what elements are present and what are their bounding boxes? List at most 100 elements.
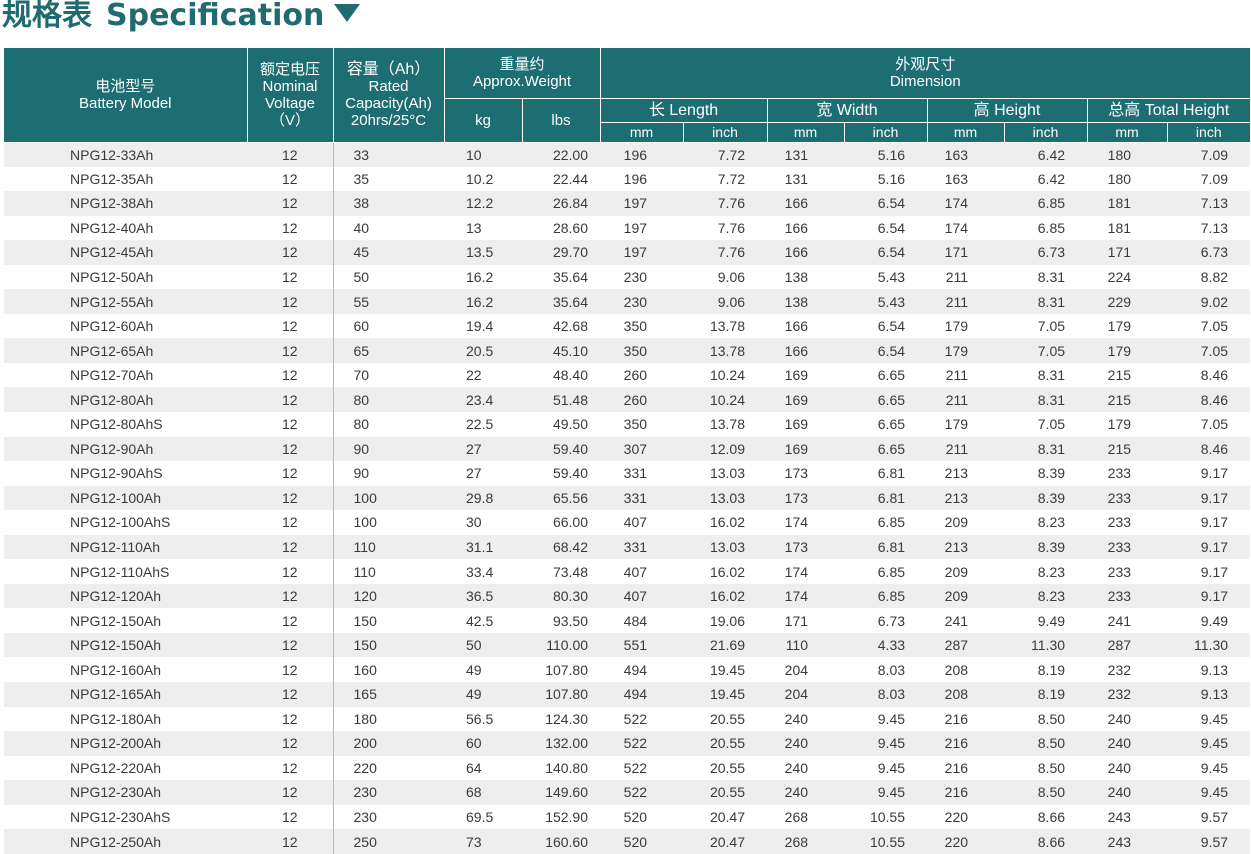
header-height-mm: mm [926,121,1005,143]
cell-kg: 49 [444,682,522,707]
cell-width-inch: 10.55 [844,804,928,830]
cell-total-mm: 229 [1087,289,1168,314]
cell-height-inch: 8.66 [1004,804,1088,830]
cell-kg: 16.2 [444,264,522,290]
cell-total-inch: 9.17 [1167,461,1251,486]
cell-kg: 64 [444,755,522,781]
cell-length-inch: 9.06 [683,289,768,314]
cell-height-inch: 8.39 [1004,534,1088,560]
cell-total-inch: 6.73 [1167,240,1251,265]
cell-total-inch: 11.30 [1167,632,1251,658]
triangle-down-icon [334,3,361,22]
cell-model: NPG12-45Ah [4,240,247,265]
cell-width-inch: 9.45 [844,706,928,732]
table-row: NPG12-33Ah 12 33 10 22.00 196 7.72 131 5.16 163 6.… [4,142,1251,167]
cell-model: NPG12-100AhS [4,510,247,535]
cell-lbs: 80.30 [522,583,601,609]
header-kg: kg [443,97,523,143]
cell-height-mm: 209 [927,559,1005,584]
cell-width-inch: 6.54 [844,313,928,339]
cell-capacity: 60 [333,313,444,339]
header-model: 电池型号 Battery Model [4,48,248,143]
cell-height-mm: 220 [927,829,1005,854]
cell-length-inch: 19.45 [683,657,768,683]
cell-lbs: 73.48 [522,559,601,584]
cell-total-mm: 240 [1087,706,1168,732]
cell-total-inch: 8.82 [1167,264,1251,290]
cell-model: NPG12-90Ah [4,436,247,462]
cell-width-mm: 166 [767,338,845,363]
cell-length-inch: 7.72 [683,166,768,192]
cell-height-mm: 174 [927,215,1005,241]
cell-length-mm: 197 [600,240,684,265]
cell-voltage: 12 [247,534,334,560]
cell-length-mm: 197 [600,191,684,216]
cell-model: NPG12-100Ah [4,485,247,511]
cell-total-mm: 240 [1087,731,1168,756]
cell-width-inch: 5.16 [844,166,928,192]
cell-height-mm: 241 [927,608,1005,633]
cell-width-mm: 169 [767,362,845,388]
cell-lbs: 49.50 [522,412,601,437]
cell-kg: 12.2 [444,191,522,216]
cell-width-mm: 204 [767,657,845,683]
table-row: NPG12-90AhS 12 90 27 59.40 331 13.03 173 6.81 213… [4,461,1251,486]
cell-capacity: 40 [333,215,444,241]
cell-length-inch: 16.02 [683,559,768,584]
cell-voltage: 12 [247,436,334,462]
table-row: NPG12-80Ah 12 80 23.4 51.48 260 10.24 169 6.65 21… [4,387,1251,413]
cell-kg: 42.5 [444,608,522,633]
cell-kg: 49 [444,657,522,683]
cell-total-mm: 240 [1087,755,1168,781]
cell-total-inch: 9.02 [1167,289,1251,314]
header-capacity-en3: 20hrs/25°C [350,111,427,129]
cell-capacity: 200 [333,731,444,756]
cell-length-mm: 350 [600,338,684,363]
header-capacity: 容量（Ah） Rated Capacity(Ah) 20hrs/25°C [332,48,445,143]
cell-model: NPG12-220Ah [4,755,247,781]
cell-width-inch: 9.45 [844,780,928,805]
cell-width-inch: 5.43 [844,289,928,314]
cell-width-mm: 240 [767,731,845,756]
cell-length-mm: 407 [600,510,684,535]
cell-length-inch: 16.02 [683,583,768,609]
cell-voltage: 12 [247,583,334,609]
cell-lbs: 107.80 [522,682,601,707]
header-capacity-zh: 容量（Ah） [346,60,431,78]
cell-width-inch: 6.65 [844,362,928,388]
cell-voltage: 12 [247,264,334,290]
cell-total-mm: 180 [1087,166,1168,192]
header-voltage-en: Nominal Voltage [262,77,318,112]
cell-model: NPG12-80Ah [4,387,247,413]
cell-lbs: 107.80 [522,657,601,683]
cell-model: NPG12-60Ah [4,313,247,339]
cell-capacity: 180 [333,706,444,732]
cell-voltage: 12 [247,387,334,413]
cell-capacity: 120 [333,583,444,609]
cell-width-mm: 166 [767,215,845,241]
cell-total-mm: 232 [1087,657,1168,683]
cell-height-mm: 163 [927,142,1005,167]
cell-kg: 10.2 [444,166,522,192]
cell-height-inch: 8.66 [1004,829,1088,854]
cell-model: NPG12-150Ah [4,632,247,658]
cell-length-inch: 9.06 [683,264,768,290]
header-width: 宽 Width [766,97,928,123]
cell-kg: 13.5 [444,240,522,265]
cell-capacity: 230 [333,780,444,805]
cell-model: NPG12-250Ah [4,829,247,854]
cell-total-inch: 7.09 [1167,166,1251,192]
cell-length-mm: 230 [600,289,684,314]
header-voltage: 额定电压 Nominal Voltage （V） [246,48,334,143]
cell-height-mm: 216 [927,731,1005,756]
cell-kg: 36.5 [444,583,522,609]
cell-model: NPG12-110AhS [4,559,247,584]
cell-lbs: 51.48 [522,387,601,413]
cell-length-mm: 307 [600,436,684,462]
table-row: NPG12-100Ah 12 100 29.8 65.56 331 13.03 173 6.81… [4,485,1251,511]
cell-height-inch: 8.23 [1004,559,1088,584]
cell-total-mm: 180 [1087,142,1168,167]
cell-total-mm: 240 [1087,780,1168,805]
cell-length-inch: 19.06 [683,608,768,633]
cell-lbs: 124.30 [522,706,601,732]
